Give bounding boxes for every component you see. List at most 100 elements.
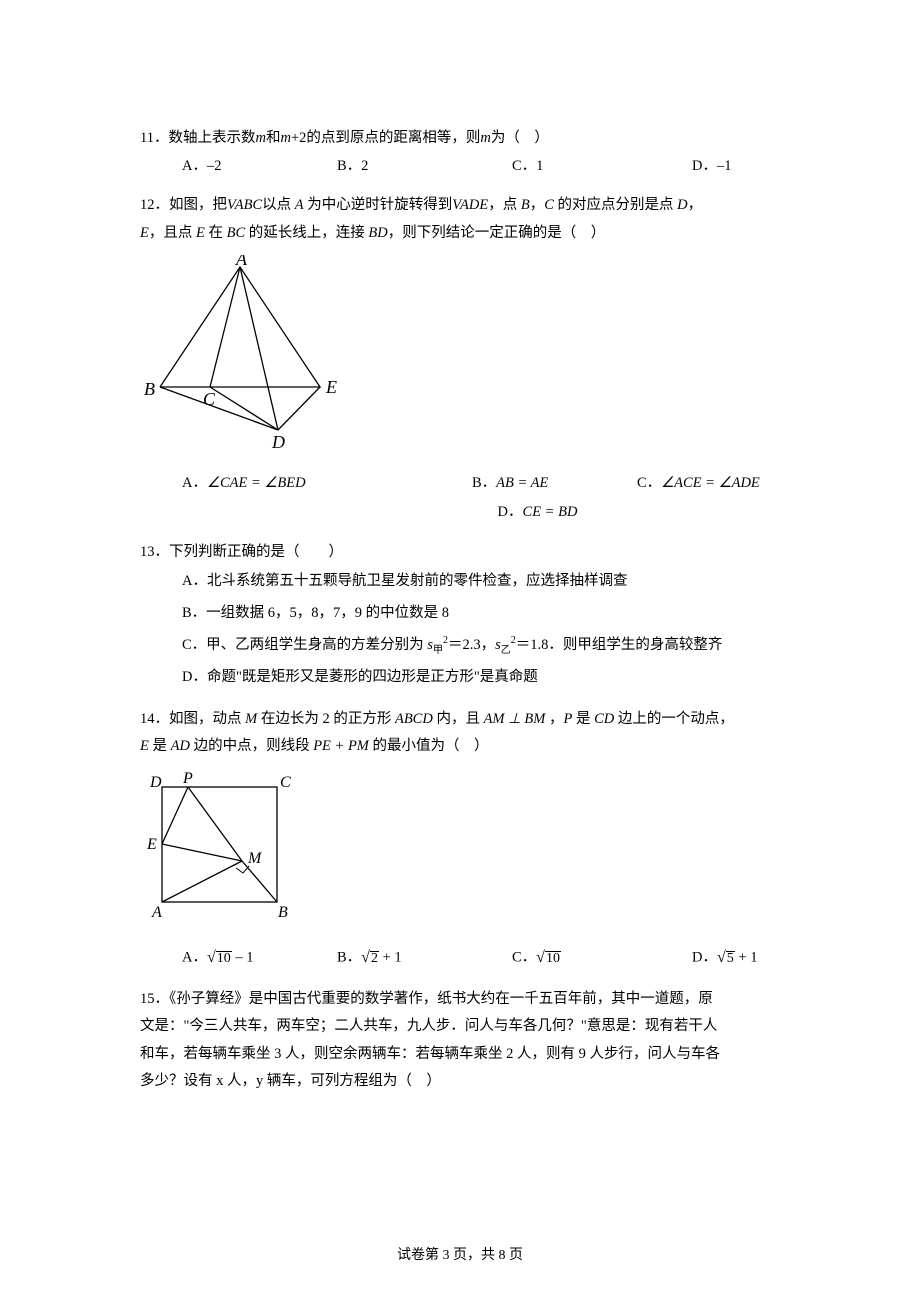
q12-D: D (677, 197, 687, 213)
q14-optA-body: 10 (216, 951, 232, 966)
q12-C: C (544, 197, 554, 213)
q14-AMperp: AM ⊥ BM (484, 711, 546, 727)
q12-l1e: 的对应点分别是点 (558, 197, 674, 213)
q12-l1c: 为中心逆时针旋转得到 (307, 197, 452, 213)
q13-optC-sub2: 乙 (501, 645, 511, 656)
q13-optC-eq1: ＝2.3， (448, 637, 495, 653)
q14-M: M (245, 711, 257, 727)
q12-l1a: 12．如图，把 (140, 197, 227, 213)
q14-optD-label: D． (692, 950, 717, 966)
q14-P: P (563, 711, 572, 727)
q12-fig-A: A (235, 255, 248, 269)
q14-ABCD: ABCD (395, 711, 433, 727)
q12-optB: B．AB = AE (472, 470, 637, 498)
q11-plus2: +2 (291, 130, 306, 146)
q13-stem: 13．下列判断正确的是（ ） (140, 539, 785, 567)
q14-l1a: 14．如图，动点 (140, 711, 242, 727)
q13-optC: C．甲、乙两组学生身高的方差分别为 s甲2＝2.3，s乙2＝1.8．则甲组学生的… (140, 630, 785, 662)
q13-optC-eq2: ＝1.8．则甲组学生的身高较整齐 (516, 637, 723, 653)
q12-l2d: 的延长线上，连接 (249, 225, 365, 241)
q12-l2e: ，则下列结论一定正确的是（ ） (388, 225, 606, 241)
q14-fig-M: M (247, 850, 263, 867)
q14-optC-body: 10 (545, 951, 561, 966)
q14-options: A．√10 – 1 B．√2 + 1 C．√10 D．√5 + 1 (140, 943, 785, 973)
q14-E: E (140, 738, 149, 754)
q12-fig-D: D (271, 432, 285, 450)
q14-fig-E: E (146, 836, 157, 853)
q12-fig-B: B (144, 379, 155, 399)
q13-optA: A．北斗系统第五十五颗导航卫星发射前的零件检查，应选择抽样调查 (140, 566, 785, 598)
q15-line3: 和车，若每辆车乘坐 3 人，则空余两辆车：若每辆车乘坐 2 人，则有 9 人步行… (140, 1041, 785, 1069)
q12-BC: BC (227, 225, 246, 241)
q11-end: 为（ ） (491, 130, 549, 146)
q12-optB-label: B． (472, 475, 496, 491)
q15-line4: 多少？设有 x 人，y 辆车，可列方程组为（ ） (140, 1068, 785, 1096)
question-12: 12．如图，把VABC以点 A 为中心逆时针旋转得到VADE，点 B，C 的对应… (140, 192, 785, 527)
q14-optA-suffix: – 1 (232, 950, 254, 966)
q12-E: E (140, 225, 149, 241)
q14-l1b: 在边长为 2 的正方形 (261, 711, 392, 727)
q14-optB-suffix: + 1 (379, 950, 402, 966)
q14-l2b: 是 (152, 738, 167, 754)
q11-stem: 11．数轴上表示数m和m+2的点到原点的距离相等，则m为（ ） (140, 125, 785, 153)
q12-optA-label: A． (182, 475, 207, 491)
q14-l2d: 的最小值为（ ） (373, 738, 489, 754)
q14-optD-body: 5 (726, 951, 735, 966)
q12-optA: A．∠CAE = ∠BED (182, 470, 472, 498)
q12-optB-math: AB = AE (496, 475, 548, 491)
q14-optA-label: A． (182, 950, 207, 966)
q12-l1b: 以点 (262, 197, 291, 213)
q12-A1: A (295, 197, 304, 213)
q12-optC-label: C． (637, 475, 661, 491)
q11-optA: A．–2 (182, 153, 337, 181)
q14-figure: D P C E M A B (140, 769, 785, 935)
q14-l1d: ， (549, 711, 564, 727)
q12-B: B (521, 197, 530, 213)
q14-line1: 14．如图，动点 M 在边长为 2 的正方形 ABCD 内，且 AM ⊥ BM … (140, 706, 785, 734)
q12-l2c: 在 (208, 225, 223, 241)
question-14: 14．如图，动点 M 在边长为 2 的正方形 ABCD 内，且 AM ⊥ BM … (140, 706, 785, 974)
q12-tri2: VADE (452, 197, 488, 213)
q11-optD: D．–1 (692, 153, 731, 181)
q13-optB: B．一组数据 6，5，8，7，9 的中位数是 8 (140, 598, 785, 630)
q14-AD: AD (171, 738, 190, 754)
q11-m1: m (255, 130, 265, 146)
q12-comma: ， (530, 197, 545, 213)
q11-m2: m (280, 130, 290, 146)
q12-figure: A B C E D (140, 255, 785, 461)
q11-optB: B．2 (337, 153, 512, 181)
q12-optC: C．∠ACE = ∠ADE (637, 470, 760, 498)
q14-fig-P: P (182, 770, 193, 787)
q12-tri1: VABC (227, 197, 262, 213)
q14-l1e: 是 (576, 711, 591, 727)
q14-fig-C: C (280, 774, 291, 791)
q11-mid1: 和 (266, 130, 281, 146)
q13-optC-sub1: 甲 (433, 645, 443, 656)
q12-l1f: ， (688, 197, 703, 213)
question-15: 15．《孙子算经》是中国古代重要的数学著作，纸书大约在一千五百年前，其中一道题，… (140, 986, 785, 1096)
q14-PEPM: PE + PM (313, 738, 369, 754)
q15-line1: 15．《孙子算经》是中国古代重要的数学著作，纸书大约在一千五百年前，其中一道题，… (140, 986, 785, 1014)
q12-line2: E，且点 E 在 BC 的延长线上，连接 BD，则下列结论一定正确的是（ ） (140, 220, 785, 248)
q14-optC: C．√10 (512, 943, 692, 973)
q12-fig-E: E (325, 377, 337, 397)
q12-E2: E (196, 225, 205, 241)
q14-line2: E 是 AD 边的中点，则线段 PE + PM 的最小值为（ ） (140, 733, 785, 761)
q15-line2: 文是："今三人共车，两车空；二人共车，九人步．问人与车各几何？"意思是：现有若干… (140, 1013, 785, 1041)
q12-optD-math: CE = BD (523, 504, 578, 520)
q12-BD: BD (368, 225, 387, 241)
q11-text-pre: 11．数轴上表示数 (140, 130, 255, 146)
q14-fig-D: D (149, 774, 162, 791)
q13-optD: D．命题"既是矩形又是菱形的四边形是正方形"是真命题 (140, 662, 785, 694)
q12-optC-math: ∠ACE = ∠ADE (661, 475, 760, 491)
q12-optD-label: D． (498, 504, 523, 520)
q14-l1f: 边上的一个动点， (618, 711, 734, 727)
q14-fig-A: A (151, 904, 162, 921)
question-11: 11．数轴上表示数m和m+2的点到原点的距离相等，则m为（ ） A．–2 B．2… (140, 125, 785, 180)
q13-optC-pre: C．甲、乙两组学生身高的方差分别为 (182, 637, 424, 653)
q14-optD: D．√5 + 1 (692, 943, 757, 973)
q14-optB-body: 2 (370, 951, 379, 966)
q11-options: A．–2 B．2 C．1 D．–1 (140, 153, 785, 181)
q12-options-2: D．CE = BD (140, 499, 785, 527)
q14-optB-label: B． (337, 950, 361, 966)
